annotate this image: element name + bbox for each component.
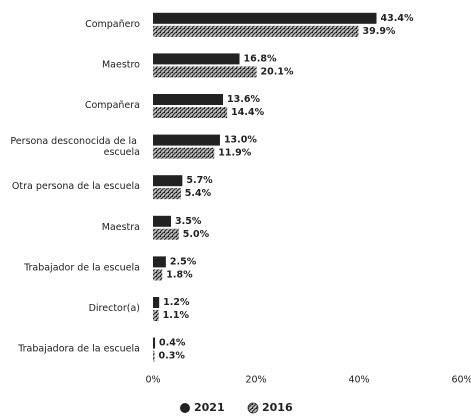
value-label: 2.5%: [170, 256, 197, 267]
legend-marker: [247, 402, 259, 414]
value-label: 0.3%: [159, 351, 186, 362]
x-tick-label: 0%: [145, 375, 160, 386]
value-label: 3.5%: [175, 216, 202, 227]
category-label: Compañera: [85, 100, 140, 111]
value-label: 43.4%: [381, 13, 414, 24]
category-label: Maestro: [102, 59, 140, 70]
value-label: 39.9%: [362, 26, 395, 37]
bar: [153, 175, 183, 187]
bar: [153, 94, 224, 105]
category-label: Director(a): [89, 303, 140, 314]
category-label-line: escuela: [104, 147, 140, 158]
bar: [153, 350, 155, 362]
value-label: 11.9%: [218, 148, 251, 159]
value-label: 16.8%: [244, 53, 277, 64]
category-label: Maestra: [102, 222, 140, 233]
bar: [153, 147, 215, 159]
value-label: 1.2%: [163, 297, 190, 308]
value-label: 13.6%: [227, 94, 260, 105]
bar: [153, 297, 160, 308]
value-label: 13.0%: [224, 135, 257, 146]
bar: [153, 256, 166, 268]
value-label: 20.1%: [261, 66, 294, 77]
category-label: Persona desconocida de la escuela: [10, 136, 140, 158]
category-label: Otra persona de la escuela: [12, 181, 140, 192]
x-tick-label: 60%: [451, 375, 471, 386]
x-tick-label: 20%: [245, 375, 266, 386]
bar: [153, 66, 257, 78]
value-label: 5.7%: [186, 175, 213, 186]
category-label: Compañero: [85, 19, 140, 30]
x-tick-label: 40%: [348, 375, 369, 386]
legend-label: 2016: [262, 401, 293, 414]
bar: [153, 12, 377, 24]
value-label: 5.0%: [183, 229, 210, 240]
bar: [153, 53, 240, 65]
legend-marker: [180, 403, 190, 413]
value-label: 0.4%: [159, 338, 186, 349]
bar: [153, 215, 172, 227]
bar: [153, 134, 220, 146]
bar: [153, 310, 159, 321]
bar: [153, 188, 181, 200]
bar: [153, 107, 228, 118]
value-label: 5.4%: [185, 188, 212, 199]
value-label: 14.4%: [231, 107, 264, 118]
legend-label: 2021: [194, 401, 225, 414]
bar: [153, 337, 156, 349]
bar: [153, 25, 359, 37]
category-label: Trabajador de la escuela: [23, 262, 140, 273]
bar: [153, 228, 179, 240]
category-label-line: Persona desconocida de la: [10, 136, 140, 147]
category-label: Trabajadora de la escuela: [17, 344, 140, 355]
bar: [153, 269, 163, 281]
value-label: 1.1%: [163, 310, 190, 321]
value-label: 1.8%: [166, 269, 193, 280]
